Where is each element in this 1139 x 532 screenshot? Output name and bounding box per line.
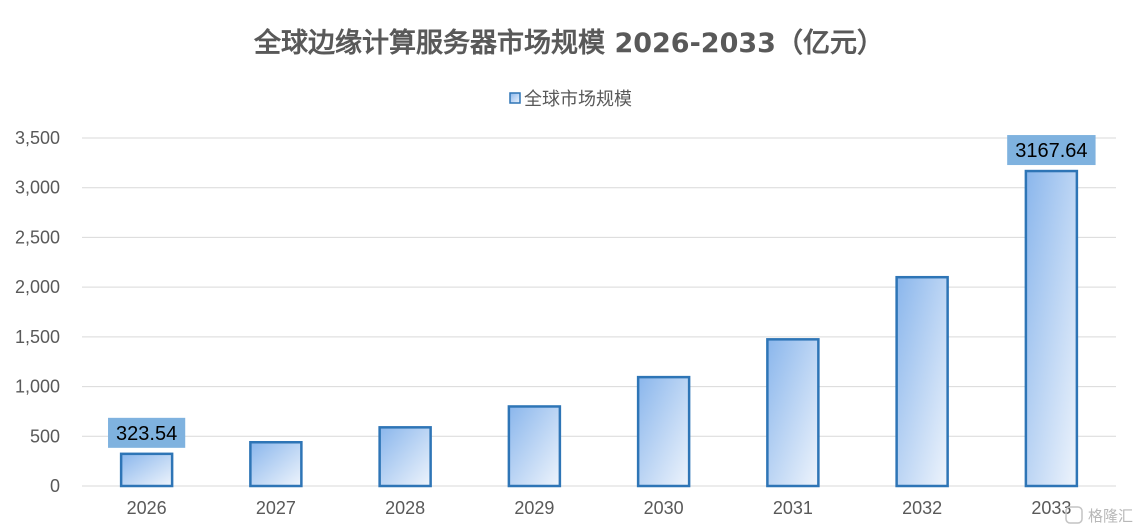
- bar-2028: [378, 426, 432, 488]
- data-labels: 323.54 3167.64: [108, 135, 1096, 448]
- x-tick-label: 2031: [773, 498, 813, 518]
- bar-2026: [119, 452, 174, 488]
- legend: 全球市场规模: [509, 89, 632, 110]
- bar-2031: [766, 338, 820, 488]
- y-tick-label: 3,500: [15, 128, 60, 148]
- legend-swatch: [509, 92, 521, 104]
- x-tick-label: 2029: [514, 498, 554, 518]
- data-label: 323.54: [116, 423, 177, 445]
- data-label: 3167.64: [1015, 140, 1087, 162]
- watermark-text: 格隆汇: [1088, 507, 1133, 525]
- x-tick-label: 2030: [644, 498, 684, 518]
- y-tick-label: 2,500: [15, 227, 60, 247]
- y-tick-label: 500: [30, 426, 60, 446]
- watermark-logo-icon: [1065, 506, 1083, 524]
- x-axis-tick-labels: 2026 2027 2028 2029 2030 2031 2032 2033: [127, 498, 1072, 518]
- y-tick-label: 1,500: [15, 327, 60, 347]
- bar-2027: [249, 441, 303, 488]
- x-tick-label: 2026: [127, 498, 167, 518]
- bar-2029: [507, 405, 562, 488]
- legend-label: 全球市场规模: [524, 89, 632, 110]
- watermark: 格隆汇: [1065, 506, 1133, 525]
- bar-2032: [895, 275, 949, 488]
- x-tick-label: 2028: [385, 498, 425, 518]
- bar-2030: [636, 375, 691, 488]
- bar-2033: [1024, 169, 1079, 488]
- x-tick-label: 2032: [902, 498, 942, 518]
- data-label-box: [108, 417, 186, 448]
- bars: [119, 169, 1079, 488]
- data-label-box: [1007, 135, 1096, 166]
- y-tick-label: 1,000: [15, 377, 60, 397]
- gridlines: [82, 137, 1116, 487]
- y-tick-label: 0: [50, 476, 60, 496]
- x-tick-label: 2033: [1031, 498, 1071, 518]
- x-tick-label: 2027: [256, 498, 296, 518]
- y-axis-tick-labels: 0 500 1,000 1,500 2,000 2,500 3,000 3,500: [15, 128, 60, 496]
- y-tick-label: 2,000: [15, 277, 60, 297]
- chart-title: 全球边缘计算服务器市场规模 2026-2033（亿元）: [253, 27, 884, 59]
- y-tick-label: 3,000: [15, 178, 60, 198]
